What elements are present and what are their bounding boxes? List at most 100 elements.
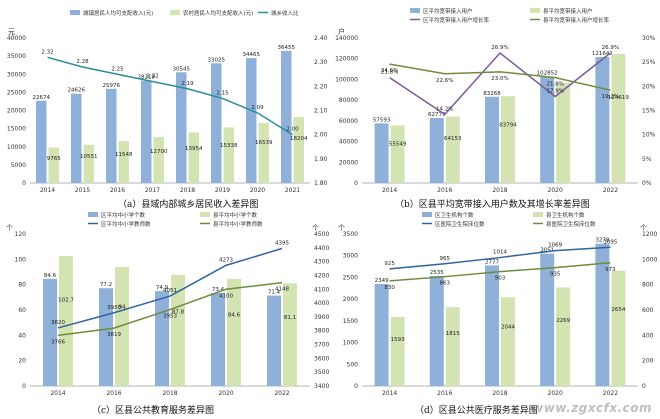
category-label-a: 2015 — [75, 187, 90, 194]
bar-value-label-b: 62779 — [428, 112, 446, 118]
left-tick-label-a: 20000 — [7, 108, 26, 115]
category-label-d: 2022 — [603, 390, 618, 397]
bar-b-0 — [485, 96, 499, 183]
bar-value-label-a: 10551 — [80, 154, 98, 160]
bar-value-label-d: 2654 — [611, 307, 625, 313]
right-tick-label-a: 2.20 — [314, 83, 328, 90]
line-value-label-c: 4051 — [163, 288, 177, 294]
bar-value-label-c: 84.6 — [228, 312, 241, 318]
right-tick-label-b: 25% — [642, 59, 656, 66]
category-label-b: 2020 — [548, 187, 563, 194]
line-value-label-d: 925 — [384, 261, 395, 267]
bar-d-0 — [485, 265, 499, 386]
bar-value-label-a: 30545 — [173, 66, 191, 72]
category-label-a: 2017 — [145, 187, 160, 194]
line-series-d-0 — [389, 246, 611, 270]
right-tick-label-d: 0 — [642, 383, 646, 390]
legend-label-d: 县医院卫生院床位数 — [546, 220, 596, 228]
bar-a-1 — [83, 144, 94, 183]
caption-c: （c）区县公共教育服务差异图 — [92, 406, 215, 416]
line-value-label-a: 2.15 — [216, 90, 229, 96]
left-tick-label-d: 1000 — [343, 340, 358, 347]
right-tick-label-d: 1200 — [642, 231, 657, 238]
left-axis-unit-d: 个 — [338, 224, 345, 232]
right-tick-label-a: 1.90 — [314, 156, 328, 163]
line-series-b-1 — [389, 63, 611, 91]
right-tick-label-c: 4400 — [314, 245, 329, 252]
left-tick-label-a: 30000 — [7, 71, 26, 78]
category-label-d: 2014 — [382, 390, 397, 397]
bar-c-0 — [267, 295, 281, 386]
caption-d: （d）区县公共医疗服务差异图 — [415, 406, 538, 416]
left-tick-label-d: 0 — [354, 383, 358, 390]
bar-value-label-a: 11548 — [115, 152, 133, 158]
line-value-label-d: 965 — [440, 256, 451, 262]
legend-swatch-d — [533, 212, 543, 217]
legend-label-d: 区卫生机构个数 — [435, 211, 474, 219]
right-tick-label-d: 600 — [642, 307, 654, 314]
category-label-c: 2020 — [218, 390, 233, 397]
left-tick-label-a: 15000 — [7, 126, 26, 133]
bar-value-label-c: 77.2 — [100, 282, 112, 288]
bar-value-label-c: 73.4 — [212, 287, 225, 293]
bar-value-label-b: 55549 — [389, 142, 407, 148]
bar-c-0 — [43, 278, 57, 386]
line-value-label-d: 1014 — [493, 250, 507, 256]
line-value-label-d: 1095 — [603, 239, 617, 245]
line-value-label-b: 19.2% — [602, 94, 619, 100]
bar-b-0 — [595, 57, 610, 183]
right-tick-label-d: 400 — [642, 332, 654, 339]
bar-value-label-d: 1593 — [391, 337, 405, 343]
line-value-label-d: 830 — [384, 285, 395, 291]
right-tick-label-c: 3400 — [314, 383, 329, 390]
category-label-d: 2018 — [492, 390, 507, 397]
right-tick-label-c: 3800 — [314, 328, 329, 335]
category-label-b: 2022 — [603, 187, 618, 194]
right-tick-label-c: 3900 — [314, 314, 329, 321]
line-value-label-c: 3820 — [51, 320, 65, 326]
bar-a-1 — [293, 117, 304, 183]
bar-c-0 — [99, 288, 113, 386]
line-value-label-b: 24.6% — [381, 68, 398, 74]
legend-label-b: 县平均宽带接入用户 — [543, 7, 593, 15]
bar-c-1 — [227, 278, 241, 386]
legend-label-a: 农村居民人均可支配收入(元) — [183, 9, 253, 17]
right-tick-label-c: 3600 — [314, 355, 329, 362]
bar-b-0 — [374, 123, 389, 183]
right-tick-label-a: 2.40 — [314, 35, 328, 42]
bar-value-label-b: 102852 — [537, 70, 558, 76]
bar-value-label-b: 83268 — [483, 91, 501, 97]
line-value-label-c: 4395 — [275, 241, 289, 247]
right-tick-label-c: 4300 — [314, 259, 329, 266]
line-value-label-c: 3766 — [51, 339, 65, 345]
left-tick-label-a: 5000 — [11, 162, 26, 169]
category-label-d: 2016 — [437, 390, 452, 397]
bar-a-0 — [106, 88, 117, 183]
right-tick-label-c: 3500 — [314, 369, 329, 376]
line-value-label-c: 4148 — [275, 287, 289, 293]
bar-b-1 — [501, 96, 515, 183]
left-tick-label-a: 0 — [22, 180, 26, 187]
legend-label-c: 县平均中小学教师数 — [213, 220, 263, 228]
bar-b-0 — [540, 76, 555, 183]
left-tick-label-a: 25000 — [7, 89, 26, 96]
bar-value-label-a: 22674 — [33, 95, 51, 101]
left-tick-label-a: 35000 — [7, 53, 26, 60]
left-tick-label-b: 40000 — [339, 139, 358, 146]
category-label-a: 2018 — [180, 187, 195, 194]
bar-b-1 — [611, 53, 626, 183]
bar-c-1 — [283, 283, 297, 386]
left-tick-label-b: 60000 — [339, 118, 358, 125]
right-tick-label-b: 10% — [642, 132, 656, 139]
bar-value-label-a: 24626 — [68, 88, 86, 94]
right-tick-label-a: 1.80 — [314, 180, 328, 187]
legend-swatch-d — [422, 212, 432, 217]
bar-a-0 — [141, 80, 152, 183]
bar-value-label-a: 16539 — [255, 140, 273, 146]
bar-value-label-b: 83794 — [499, 123, 517, 129]
legend-swatch-b — [410, 8, 420, 13]
bar-a-1 — [188, 132, 199, 183]
line-value-label-a: 2.19 — [181, 81, 194, 87]
left-tick-label-b: 140000 — [335, 35, 358, 42]
bar-value-label-a: 34465 — [243, 52, 261, 58]
